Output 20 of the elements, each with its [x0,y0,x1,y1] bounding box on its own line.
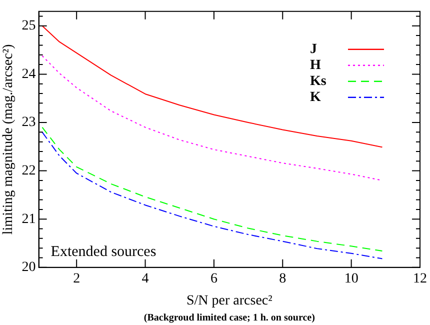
x-tick-label: 12 [413,271,427,286]
legend-label: J [310,42,317,58]
text: (Backgroud limited case; 1 h. on source) [144,312,315,324]
y-tick-label: 22 [22,163,36,178]
x-tick-label: 4 [142,271,149,286]
x-tick-label: 10 [344,271,358,286]
legend-label: H [310,58,321,74]
y-tick-label: 21 [22,212,36,227]
x-axis-title: S/N per arcsec² [186,293,272,308]
x-tick-label: 6 [210,271,218,286]
legend-label: K [310,90,321,106]
annotation: Extended sources [50,244,156,260]
x-tick-label: 2 [73,271,80,286]
y-tick-label: 25 [22,18,36,34]
y-tick-label: 20 [22,260,36,276]
legend-label: Ks [310,74,327,90]
y-tick-label: 24 [22,66,36,82]
x-tick-label: 8 [279,271,286,286]
y-tick-label: 23 [22,115,36,130]
y-axis-title: limiting magnitude (mag./arcsec²) [1,44,16,235]
